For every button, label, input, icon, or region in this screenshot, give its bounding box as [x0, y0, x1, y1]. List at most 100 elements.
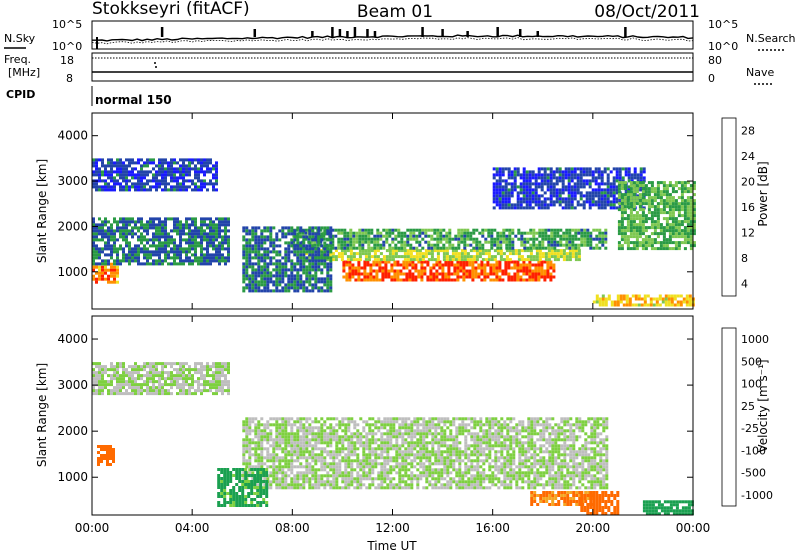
data-cell	[633, 173, 637, 177]
data-cell	[531, 176, 535, 180]
data-cell	[362, 453, 366, 457]
data-cell	[543, 278, 547, 282]
data-cell	[182, 170, 185, 174]
data-cell	[495, 179, 499, 183]
data-cell	[436, 243, 440, 247]
data-cell	[643, 294, 647, 298]
data-cell	[478, 231, 482, 235]
data-cell	[555, 188, 559, 192]
data-cell	[227, 244, 230, 248]
data-cell	[552, 170, 556, 174]
data-cell	[692, 211, 696, 215]
data-cell	[331, 255, 335, 259]
data-cell	[314, 444, 318, 448]
data-cell	[269, 459, 273, 463]
data-cell	[128, 220, 131, 224]
data-cell	[562, 255, 566, 259]
data-cell	[290, 238, 294, 242]
data-cell	[128, 164, 131, 168]
data-cell	[263, 438, 267, 442]
data-cell	[332, 483, 336, 487]
data-cell	[344, 423, 348, 427]
data-cell	[329, 438, 333, 442]
data-cell	[677, 220, 681, 224]
data-cell	[296, 456, 300, 460]
data-cell	[347, 444, 351, 448]
data-cell	[549, 197, 553, 201]
data-cell	[382, 258, 386, 262]
data-cell	[662, 229, 666, 233]
data-cell	[644, 241, 648, 245]
data-cell	[173, 158, 176, 162]
data-cell	[227, 220, 230, 224]
data-cell	[155, 235, 158, 239]
data-cell	[185, 167, 188, 171]
data-cell	[146, 161, 149, 165]
freq-tick-top: 18	[60, 54, 74, 67]
data-cell	[335, 435, 339, 439]
data-cell	[278, 456, 282, 460]
data-cell	[287, 438, 291, 442]
y-tick-label: 1000	[57, 265, 88, 279]
data-cell	[305, 280, 309, 284]
data-cell	[653, 220, 657, 224]
data-cell	[329, 277, 333, 281]
data-cell	[311, 420, 315, 424]
data-cell	[185, 259, 188, 263]
data-cell	[525, 266, 529, 270]
data-cell	[284, 420, 288, 424]
data-cell	[242, 471, 246, 475]
data-cell	[362, 456, 366, 460]
data-cell	[251, 268, 255, 272]
data-cell	[329, 453, 333, 457]
data-cell	[629, 205, 633, 209]
data-cell	[407, 483, 411, 487]
data-cell	[552, 263, 556, 267]
data-cell	[677, 235, 681, 239]
data-cell	[393, 278, 397, 282]
data-cell	[597, 191, 601, 195]
data-cell	[302, 283, 306, 287]
data-cell	[350, 432, 354, 436]
data-cell	[686, 223, 690, 227]
data-cell	[209, 229, 212, 233]
data-cell	[191, 217, 194, 221]
data-cell	[565, 228, 569, 232]
data-cell	[364, 237, 368, 241]
data-cell	[670, 294, 674, 298]
data-cell	[329, 244, 333, 248]
data-cell	[257, 259, 261, 263]
data-cell	[392, 483, 396, 487]
data-cell	[368, 438, 372, 442]
data-cell	[275, 253, 279, 257]
data-cell	[424, 234, 428, 238]
data-cell	[589, 234, 593, 238]
data-cell	[335, 432, 339, 436]
data-cell	[311, 286, 315, 290]
data-cell	[549, 176, 553, 180]
data-cell	[386, 453, 390, 457]
data-cell	[332, 456, 336, 460]
data-cell	[260, 253, 264, 257]
data-cell	[480, 260, 484, 264]
data-cell	[650, 241, 654, 245]
data-cell	[421, 258, 425, 262]
data-cell	[606, 176, 610, 180]
data-cell	[457, 228, 461, 232]
data-cell	[314, 277, 318, 281]
data-cell	[529, 237, 533, 241]
data-cell	[376, 255, 380, 259]
data-cell	[594, 167, 598, 171]
data-cell	[197, 226, 200, 230]
data-cell	[574, 243, 578, 247]
data-cell	[194, 256, 197, 260]
data-cell	[254, 459, 258, 463]
data-cell	[380, 456, 384, 460]
data-cell	[194, 176, 197, 180]
data-cell	[653, 208, 657, 212]
data-cell	[352, 252, 356, 256]
data-cell	[188, 161, 191, 165]
data-cell	[553, 252, 557, 256]
data-cell	[629, 223, 633, 227]
data-cell	[275, 268, 279, 272]
